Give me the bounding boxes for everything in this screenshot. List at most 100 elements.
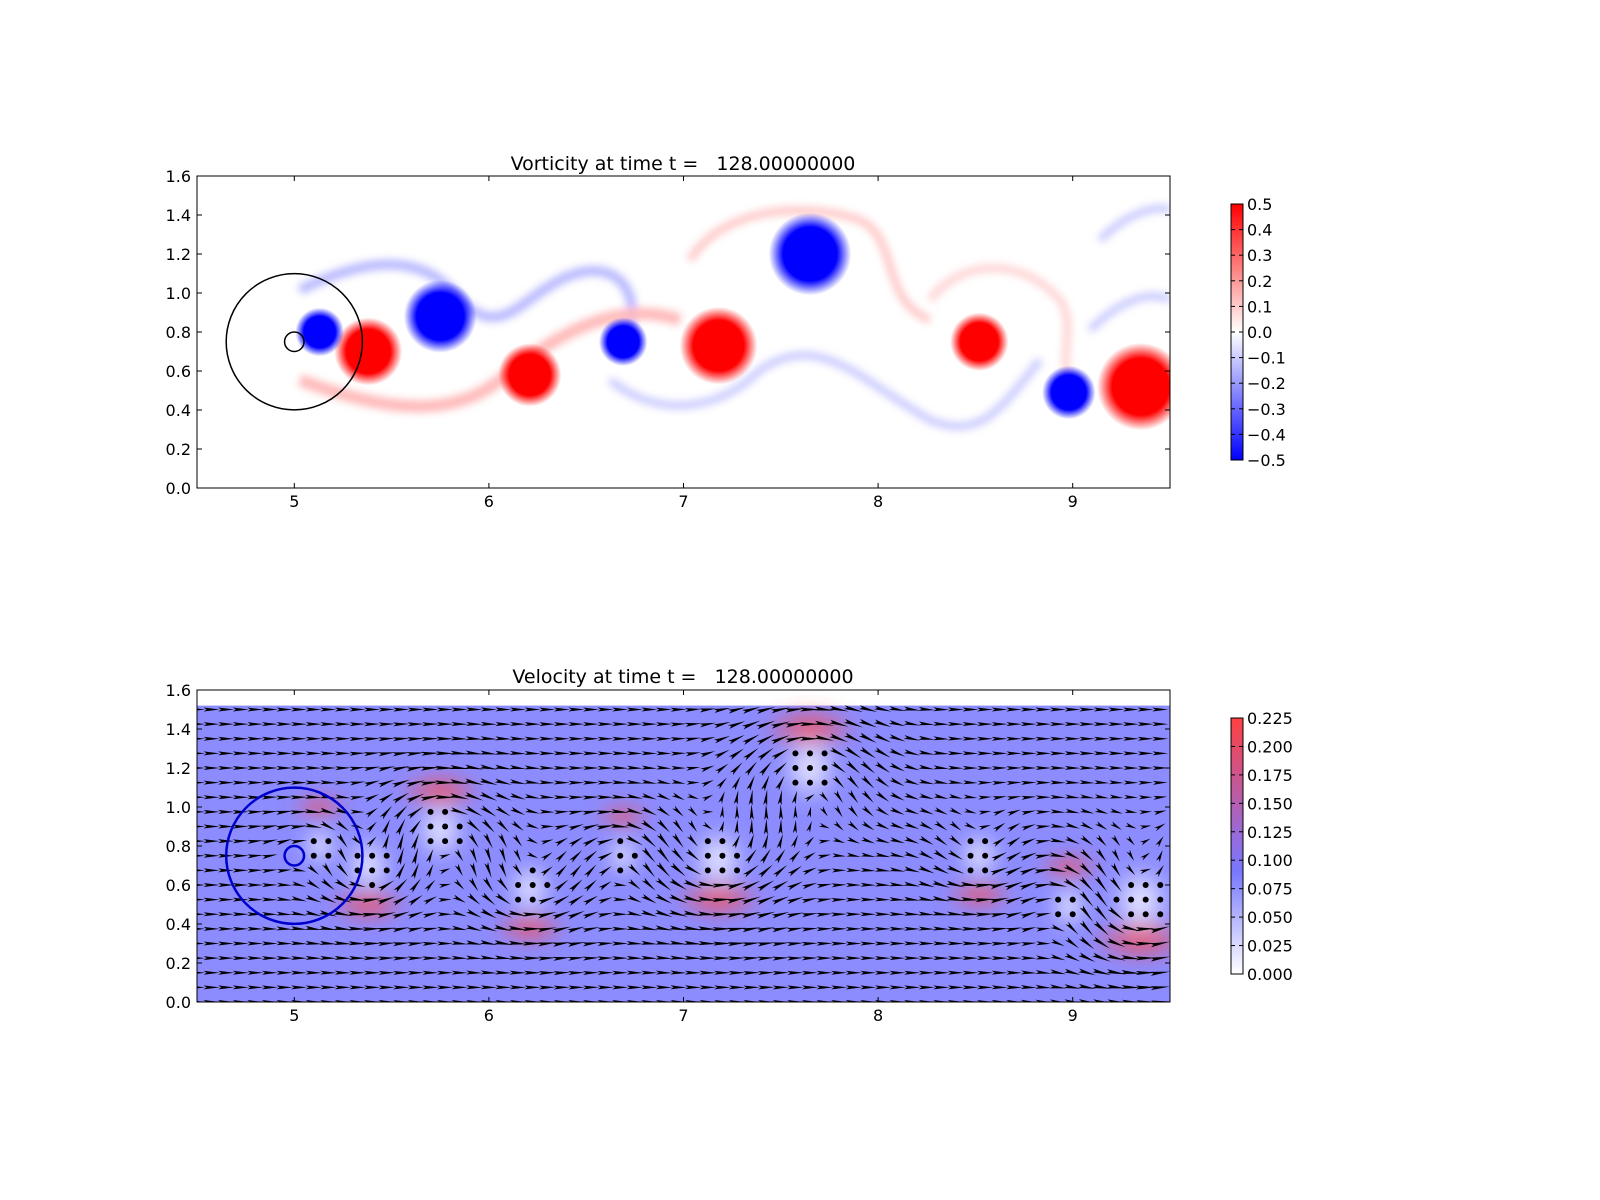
- quiver-arrow: [1109, 876, 1122, 892]
- quiver-arrow: [1006, 766, 1023, 771]
- quiver-arrow: [612, 985, 629, 990]
- quiver-arrow: [410, 832, 420, 850]
- x-tick-label: 9: [1068, 1006, 1078, 1025]
- quiver-arrow: [918, 850, 935, 860]
- quiver-arrow: [671, 792, 685, 801]
- quiver-arrow: [800, 736, 820, 741]
- quiver-arrow: [480, 955, 498, 960]
- quiver-arrow: [451, 970, 468, 975]
- quiver-arrow: [684, 864, 702, 875]
- y-tick-label: 1.0: [166, 284, 191, 303]
- quiver-arrow: [538, 956, 557, 961]
- quiver-arrow: [772, 970, 789, 975]
- quiver-arrow: [553, 765, 570, 770]
- quiver-arrow: [874, 747, 891, 758]
- quiver-arrow: [203, 868, 220, 873]
- quiver-arrow: [481, 892, 496, 906]
- quiver-arrow: [904, 970, 921, 975]
- quiver-arrow: [843, 705, 864, 712]
- quiver-arrow: [701, 779, 714, 788]
- quiver-arrow: [1078, 999, 1096, 1002]
- quiver-arrow: [378, 722, 395, 727]
- quiver-arrow: [392, 911, 410, 919]
- quiver-arrow: [508, 925, 528, 931]
- quiver-arrow: [539, 1000, 556, 1002]
- quiver-arrow: [816, 956, 833, 961]
- quiver-arrow: [1106, 969, 1127, 975]
- colorbar-tick-label: 0.075: [1247, 880, 1293, 899]
- quiver-arrow: [933, 956, 950, 961]
- quiver-arrow: [758, 864, 773, 878]
- quiver-arrow: [712, 898, 733, 903]
- quiver-arrow: [451, 955, 468, 960]
- quiver-arrow: [1106, 938, 1126, 948]
- quiver-arrow: [1153, 810, 1167, 816]
- quiver-dot: [1055, 911, 1062, 918]
- quiver-arrow: [831, 985, 848, 990]
- y-tick-label: 0.0: [166, 993, 191, 1012]
- quiver-arrow: [961, 926, 980, 931]
- quiver-arrow: [382, 833, 390, 850]
- quiver-arrow: [889, 912, 906, 917]
- quiver-arrow: [1121, 924, 1141, 932]
- quiver-dot: [734, 867, 741, 874]
- quiver-arrow: [553, 971, 571, 976]
- quiver-arrow: [685, 848, 700, 862]
- quiver-arrow: [365, 807, 378, 818]
- quiver-arrow: [1150, 971, 1170, 976]
- quiver-arrow: [1079, 808, 1095, 814]
- quiver-arrow: [626, 941, 644, 946]
- quiver-arrow: [218, 970, 235, 975]
- quiver-arrow: [437, 912, 453, 917]
- quiver-arrow: [655, 877, 672, 891]
- quiver-arrow: [597, 912, 614, 918]
- quiver-arrow: [918, 735, 935, 740]
- quiver-arrow: [1137, 751, 1154, 756]
- quiver-arrow: [406, 780, 426, 787]
- quiver-arrow: [845, 1000, 862, 1002]
- quiver-arrow: [1080, 835, 1094, 846]
- quiver-arrow: [715, 763, 729, 774]
- quiver-arrow: [351, 835, 363, 846]
- quiver-arrow: [932, 864, 950, 875]
- quiver-arrow: [699, 955, 717, 960]
- quiver-arrow: [670, 970, 687, 975]
- quiver-arrow: [232, 985, 249, 990]
- quiver-arrow: [1123, 722, 1140, 727]
- quiver-arrow: [1111, 834, 1121, 847]
- x-tick-label: 5: [289, 492, 299, 511]
- quiver-dot: [383, 867, 390, 874]
- quiver-arrow: [786, 912, 804, 918]
- quiver-arrow: [874, 912, 891, 917]
- quiver-arrow: [656, 707, 673, 712]
- quiver-arrow: [903, 866, 921, 873]
- quiver-arrow: [363, 970, 381, 975]
- quiver-arrow: [582, 942, 600, 947]
- quiver-arrow: [524, 985, 541, 990]
- quiver-arrow: [319, 940, 337, 945]
- quiver-arrow: [568, 751, 585, 756]
- quiver-arrow: [654, 893, 673, 904]
- quiver-arrow: [947, 849, 964, 860]
- quiver-arrow: [203, 707, 220, 712]
- quiver-arrow: [420, 781, 441, 786]
- quiver-arrow: [425, 848, 434, 864]
- quiver-arrow: [568, 879, 583, 893]
- quiver-arrow: [1108, 722, 1125, 727]
- quiver-arrow: [451, 910, 468, 917]
- y-tick-label: 0.6: [166, 362, 191, 381]
- quiver-arrow: [818, 839, 831, 844]
- quiver-arrow: [261, 751, 278, 756]
- quiver-arrow: [770, 721, 791, 729]
- quiver-arrow: [218, 765, 235, 770]
- quiver-arrow: [377, 880, 395, 892]
- quiver-arrow: [304, 910, 323, 917]
- colorbar-tick-label: 0.1: [1247, 297, 1272, 316]
- quiver-arrow: [451, 985, 468, 990]
- quiver-arrow: [464, 792, 484, 801]
- colorbar-tick-label: 0.5: [1247, 195, 1272, 214]
- quiver-arrow: [874, 985, 891, 990]
- quiver-dot: [325, 838, 332, 845]
- y-tick-label: 0.4: [166, 401, 191, 420]
- quiver-arrow: [494, 955, 513, 960]
